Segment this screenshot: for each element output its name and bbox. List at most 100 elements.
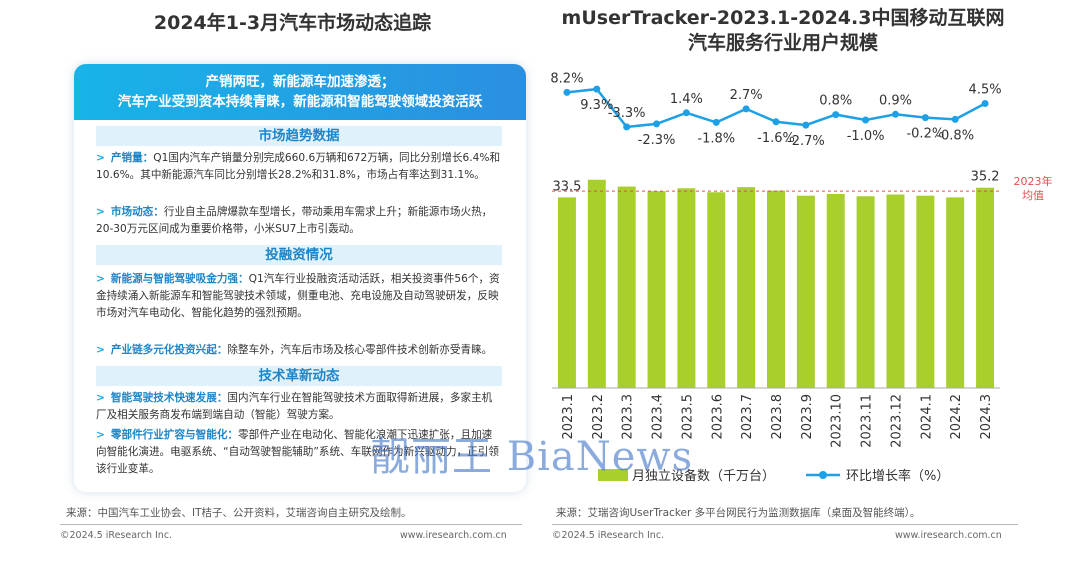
bullet-text: Q1汽车行业投融资活动活跃，相关投资事件56个，资金持续涌入新能源车和智能驾驶技…	[96, 273, 500, 319]
bullet-key: 零部件行业扩容与智能化：	[110, 429, 239, 441]
line-point	[921, 114, 929, 122]
bullet-text: 除整车外，汽车后市场及核心零部件技术创新亦受青睐。	[227, 344, 493, 356]
arrow-icon: >	[96, 429, 105, 441]
bullet-item: > 智能驾驶技术快速发展：国内汽车行业在智能驾驶技术方面取得新进展，多家主机厂及相…	[96, 390, 502, 424]
x-tick-label: 2023.7	[740, 394, 755, 440]
line-data-label: 9.3%	[580, 98, 613, 113]
arrow-icon: >	[96, 273, 105, 285]
line-point	[802, 121, 810, 129]
line-data-label: -2.3%	[638, 133, 676, 148]
line-point	[891, 110, 899, 118]
line-point	[832, 111, 840, 119]
bar-series: 33.5 35.2	[552, 170, 1000, 388]
bar	[856, 196, 875, 388]
bullet-key: 产业链多元化投资兴起：	[110, 344, 228, 356]
bar-data-label: 33.5	[552, 179, 581, 194]
line-data-label: 2.7%	[730, 88, 763, 103]
x-tick-label: 2023.9	[800, 394, 815, 440]
line-point	[593, 85, 601, 93]
line-point	[862, 116, 870, 124]
bar	[976, 187, 995, 388]
line-point	[712, 118, 720, 126]
right-footer-divider	[552, 524, 1018, 525]
x-tick-label: 2023.4	[651, 394, 666, 440]
bar	[617, 186, 636, 388]
bar	[916, 195, 935, 388]
right-source-note: 来源：艾瑞咨询UserTracker 多平台网民行为监测数据库（桌面及智能终端）…	[556, 507, 921, 519]
bullet-key: 新能源与智能驾驶吸金力强：	[110, 273, 249, 285]
bar	[886, 194, 905, 388]
bullet-item: > 零部件行业扩容与智能化：零部件产业在电动化、智能化浪潮下迅速扩张，且加速向智能…	[96, 427, 502, 478]
line-data-label: -0.2%	[906, 127, 944, 142]
bullet-item: > 产业链多元化投资兴起：除整车外，汽车后市场及核心零部件技术创新亦受青睐。	[96, 342, 502, 359]
x-tick-label: 2023.2	[591, 394, 606, 440]
section-heading-tech: 技术革新动态	[96, 366, 502, 386]
line-data-label: -2.7%	[787, 134, 825, 149]
x-tick-label: 2023.5	[680, 394, 695, 440]
line-point	[682, 109, 690, 117]
right-panel-title: mUserTracker-2023.1-2024.3中国移动互联网 汽车服务行业…	[548, 6, 1018, 56]
bullet-key: 产销量：	[110, 152, 154, 164]
legend-line-marker	[819, 471, 827, 479]
left-website: www.iresearch.com.cn	[400, 530, 507, 541]
bullet-item: > 市场动态：行业自主品牌爆款车型增长，带动乘用车需求上升；新能源市场火热，20-…	[96, 204, 502, 238]
arrow-icon: >	[96, 206, 105, 218]
line-data-label: -1.6%	[757, 131, 795, 146]
bar-data-label: 35.2	[971, 170, 1000, 185]
line-point	[623, 123, 631, 131]
line-data-label: 0.9%	[879, 93, 912, 108]
line-data-label: 1.4%	[670, 92, 703, 107]
bar	[767, 190, 785, 388]
right-copyright: ©2024.5 iResearch Inc.	[552, 530, 665, 541]
bullet-text: 行业自主品牌爆款车型增长，带动乘用车需求上升；新能源市场火热，20-30万元区间…	[96, 206, 493, 235]
line-point	[772, 118, 780, 126]
bar	[677, 188, 696, 388]
line-data-label: 8.2%	[550, 71, 583, 86]
section-heading-market-trend: 市场趋势数据	[96, 126, 502, 146]
arrow-icon: >	[96, 392, 105, 404]
line-point	[981, 100, 989, 107]
x-tick-label: 2023.12	[889, 394, 904, 448]
right-website: www.iresearch.com.cn	[895, 530, 1002, 541]
line-data-label: -0.8%	[936, 128, 974, 143]
x-tick-label: 2023.1	[561, 394, 576, 440]
legend-bar-label: 月独立设备数（千万台）	[632, 468, 775, 484]
arrow-icon: >	[96, 152, 105, 164]
bar	[946, 197, 965, 388]
bar	[737, 187, 756, 388]
chart-title-line2: 汽车服务行业用户规模	[687, 32, 878, 54]
bar	[707, 192, 726, 388]
line-data-label: -1.0%	[847, 129, 885, 144]
chart-title-line1: mUserTracker-2023.1-2024.3中国移动互联网	[561, 7, 1005, 29]
legend-bar-swatch	[598, 469, 628, 481]
x-tick-label: 2023.6	[710, 394, 725, 440]
line-series: 8.2% 9.3%-3.3% -2.3% 1.4% -1.8% 2.7% -1.6%-2.7…	[550, 71, 1001, 149]
bar	[557, 197, 576, 388]
watermark-text: 靓丽王 BiaNews	[370, 434, 694, 480]
bullet-key: 智能驾驶技术快速发展：	[110, 392, 228, 404]
left-copyright: ©2024.5 iResearch Inc.	[60, 530, 173, 541]
x-tick-label: 2023.3	[621, 394, 636, 440]
bullet-text: Q1国内汽车产销量分别完成660.6万辆和672万辆，同比分别增长6.4%和10…	[96, 152, 501, 181]
line-point	[951, 115, 959, 123]
bullet-key: 市场动态：	[110, 206, 164, 218]
bullet-item: > 新能源与智能驾驶吸金力强：Q1汽车行业投融资活动活跃，相关投资事件56个，资金…	[96, 271, 502, 322]
chart-legend: 月独立设备数（千万台） 环比增长率（%）	[598, 468, 949, 484]
line-data-label: 0.8%	[819, 94, 852, 109]
bullet-text: 国内汽车行业在智能驾驶技术方面取得新进展，多家主机厂及相关服务商发布端到端自动（…	[96, 392, 493, 421]
bar	[647, 191, 666, 388]
left-panel-title: 2024年1-3月汽车市场动态追踪	[153, 12, 432, 34]
bar	[826, 193, 845, 388]
line-point	[563, 88, 571, 96]
bar	[587, 179, 606, 388]
x-tick-label: 2024.1	[919, 394, 934, 440]
x-tick-label: 2024.3	[979, 394, 994, 440]
left-source-note: 来源：中国汽车工业协会、IT桔子、公开资料，艾瑞咨询自主研究及绘制。	[66, 507, 412, 519]
x-tick-label: 2023.8	[770, 394, 785, 440]
x-tick-label: 2023.11	[860, 394, 875, 448]
card-header-line1: 产销两旺，新能源车加速渗透；	[205, 74, 395, 90]
card-header-line2: 汽车产业受到资本持续青睐，新能源和智能驾驶领域投资活跃	[117, 94, 483, 110]
left-footer-divider	[60, 524, 522, 525]
